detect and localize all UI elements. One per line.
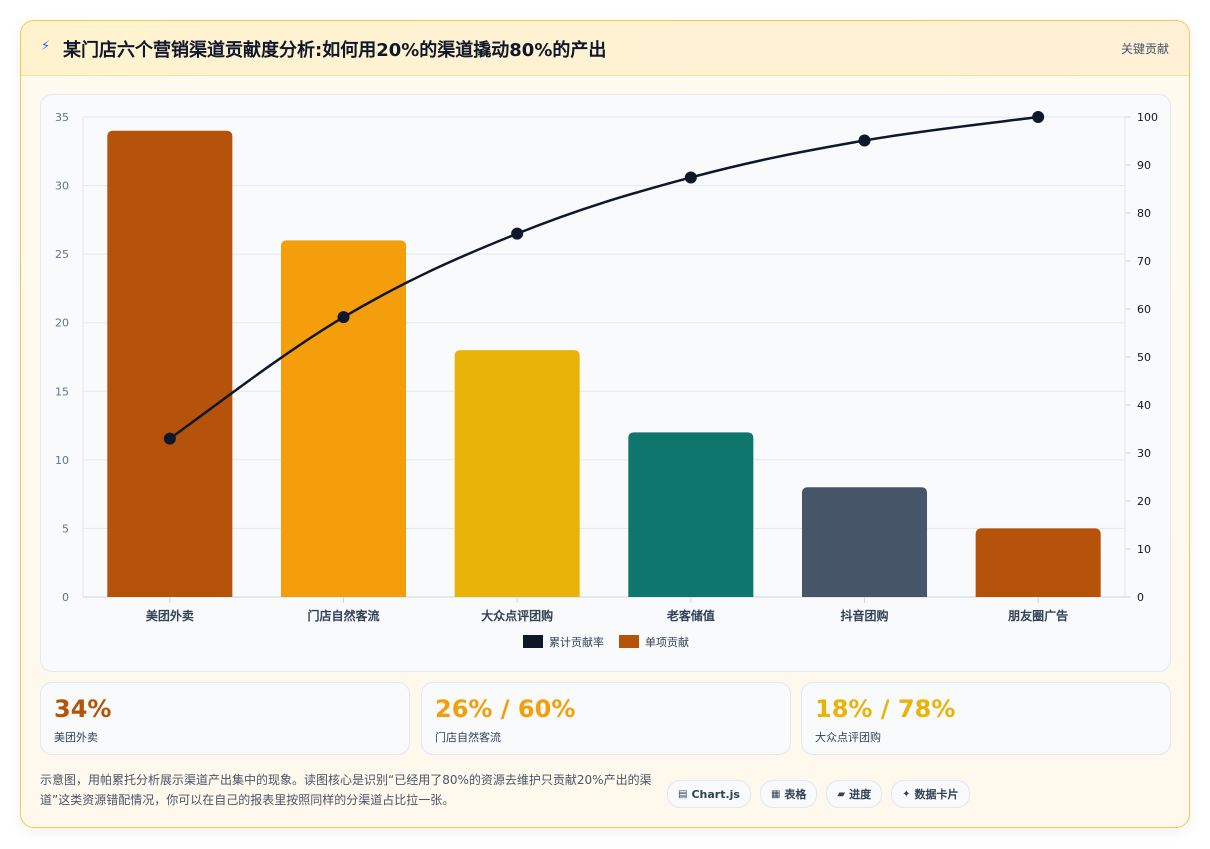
bar — [107, 130, 233, 597]
bar — [975, 528, 1101, 597]
y-left-tick-label: 15 — [55, 385, 69, 398]
chart-panel: 0 5 10 15 20 25 30 35 0 10 20 30 40 50 60 70 80 90 100 美团外卖… — [40, 94, 1171, 672]
y-left-tick-label: 0 — [62, 591, 69, 604]
y-left-tick-label: 30 — [55, 180, 69, 193]
kpi-label: 美团外卖 — [54, 731, 98, 744]
kpi-value: 34% — [54, 695, 112, 723]
cumulative-line — [169, 115, 1039, 440]
y-right-tick-label: 0 — [1137, 591, 1144, 604]
y-left-tick-label: 5 — [62, 522, 69, 535]
cumulative-point — [337, 311, 350, 324]
y-left-tick-label: 35 — [55, 111, 69, 124]
x-tick-label: 大众点评团购 — [481, 608, 553, 623]
sparkle-icon: ✦ — [902, 788, 911, 800]
y-left-tick-label: 25 — [55, 248, 69, 261]
x-tick-label: 朋友圈广告 — [1007, 608, 1068, 623]
tag-list: ▤ Chart.js ▦ 表格 ▰ 进度 ✦ 数据卡片 — [667, 780, 970, 808]
table-icon: ▦ — [770, 788, 781, 800]
cumulative-point — [858, 134, 871, 147]
y-left-tick-label: 20 — [55, 317, 69, 330]
y-right-tick-label: 100 — [1137, 111, 1158, 124]
y-right-tick-label: 10 — [1137, 543, 1151, 556]
legend-label: 单项贡献 — [645, 635, 689, 649]
tag-label: 进度 — [849, 788, 872, 801]
page-title: 某门店六个营销渠道贡献度分析:如何用20%的渠道撬动80%的产出 — [63, 40, 607, 61]
cumulative-point — [511, 227, 524, 240]
x-tick-label: 老客储值 — [667, 608, 715, 623]
legend-label: 累计贡献率 — [549, 635, 604, 649]
y-right-tick-label: 50 — [1137, 351, 1151, 364]
tag-table[interactable]: ▦ 表格 — [759, 780, 818, 808]
y-right-tick-label: 70 — [1137, 255, 1151, 268]
lightning-icon: ⚡ — [41, 39, 51, 54]
x-tick-label: 美团外卖 — [146, 608, 194, 623]
tag-label: 数据卡片 — [914, 788, 959, 801]
kpi-value: 18% / 78% — [815, 695, 956, 723]
bar — [454, 350, 580, 597]
kpi-label: 门店自然客流 — [435, 731, 501, 744]
legend-swatch — [619, 635, 639, 648]
y-right-tick-label: 80 — [1137, 207, 1151, 220]
tag-progress[interactable]: ▰ 进度 — [826, 780, 883, 808]
card-header: ⚡ 某门店六个营销渠道贡献度分析:如何用20%的渠道撬动80%的产出 关键贡献 — [21, 21, 1189, 76]
header-badge: 关键贡献 — [1120, 42, 1169, 56]
y-right-tick-label: 40 — [1137, 399, 1151, 412]
x-tick-label: 门店自然客流 — [307, 608, 379, 623]
kpi-card-2: 26% / 60% 门店自然客流 — [421, 682, 791, 755]
kpi-card-1: 34% 美团外卖 — [40, 682, 410, 755]
y-right-tick-label: 90 — [1137, 159, 1151, 172]
kpi-label: 大众点评团购 — [815, 731, 881, 744]
y-left-tick-label: 10 — [55, 454, 69, 467]
x-tick-label: 抖音团购 — [840, 608, 888, 623]
bar — [280, 240, 407, 597]
footer-note: 示意图，用帕累托分析展示渠道产出集中的现象。读图核心是识别“已经用了80%的资源… — [40, 773, 652, 807]
progress-icon: ▰ — [837, 788, 846, 800]
pareto-chart: 0 5 10 15 20 25 30 35 0 10 20 30 40 50 60 70 80 90 100 美团外卖… — [55, 111, 1158, 649]
bar — [801, 487, 928, 597]
tag-chartjs[interactable]: ▤ Chart.js — [667, 780, 751, 808]
kpi-card-3: 18% / 78% 大众点评团购 — [801, 682, 1171, 755]
legend-swatch — [523, 635, 543, 648]
bar — [628, 432, 754, 597]
cumulative-point — [1032, 111, 1045, 123]
tag-label: Chart.js — [691, 787, 740, 801]
cumulative-point — [163, 432, 176, 445]
y-right-tick-label: 20 — [1137, 495, 1151, 508]
chart-icon: ▤ — [678, 788, 688, 800]
y-right-tick-label: 30 — [1137, 447, 1151, 460]
cumulative-point — [684, 171, 697, 184]
chart-card: ⚡ 某门店六个营销渠道贡献度分析:如何用20%的渠道撬动80%的产出 关键贡献 … — [20, 20, 1190, 828]
tag-data-card[interactable]: ✦ 数据卡片 — [891, 780, 970, 808]
y-right-tick-label: 60 — [1137, 303, 1151, 316]
tag-label: 表格 — [784, 788, 807, 801]
kpi-value: 26% / 60% — [435, 695, 576, 723]
